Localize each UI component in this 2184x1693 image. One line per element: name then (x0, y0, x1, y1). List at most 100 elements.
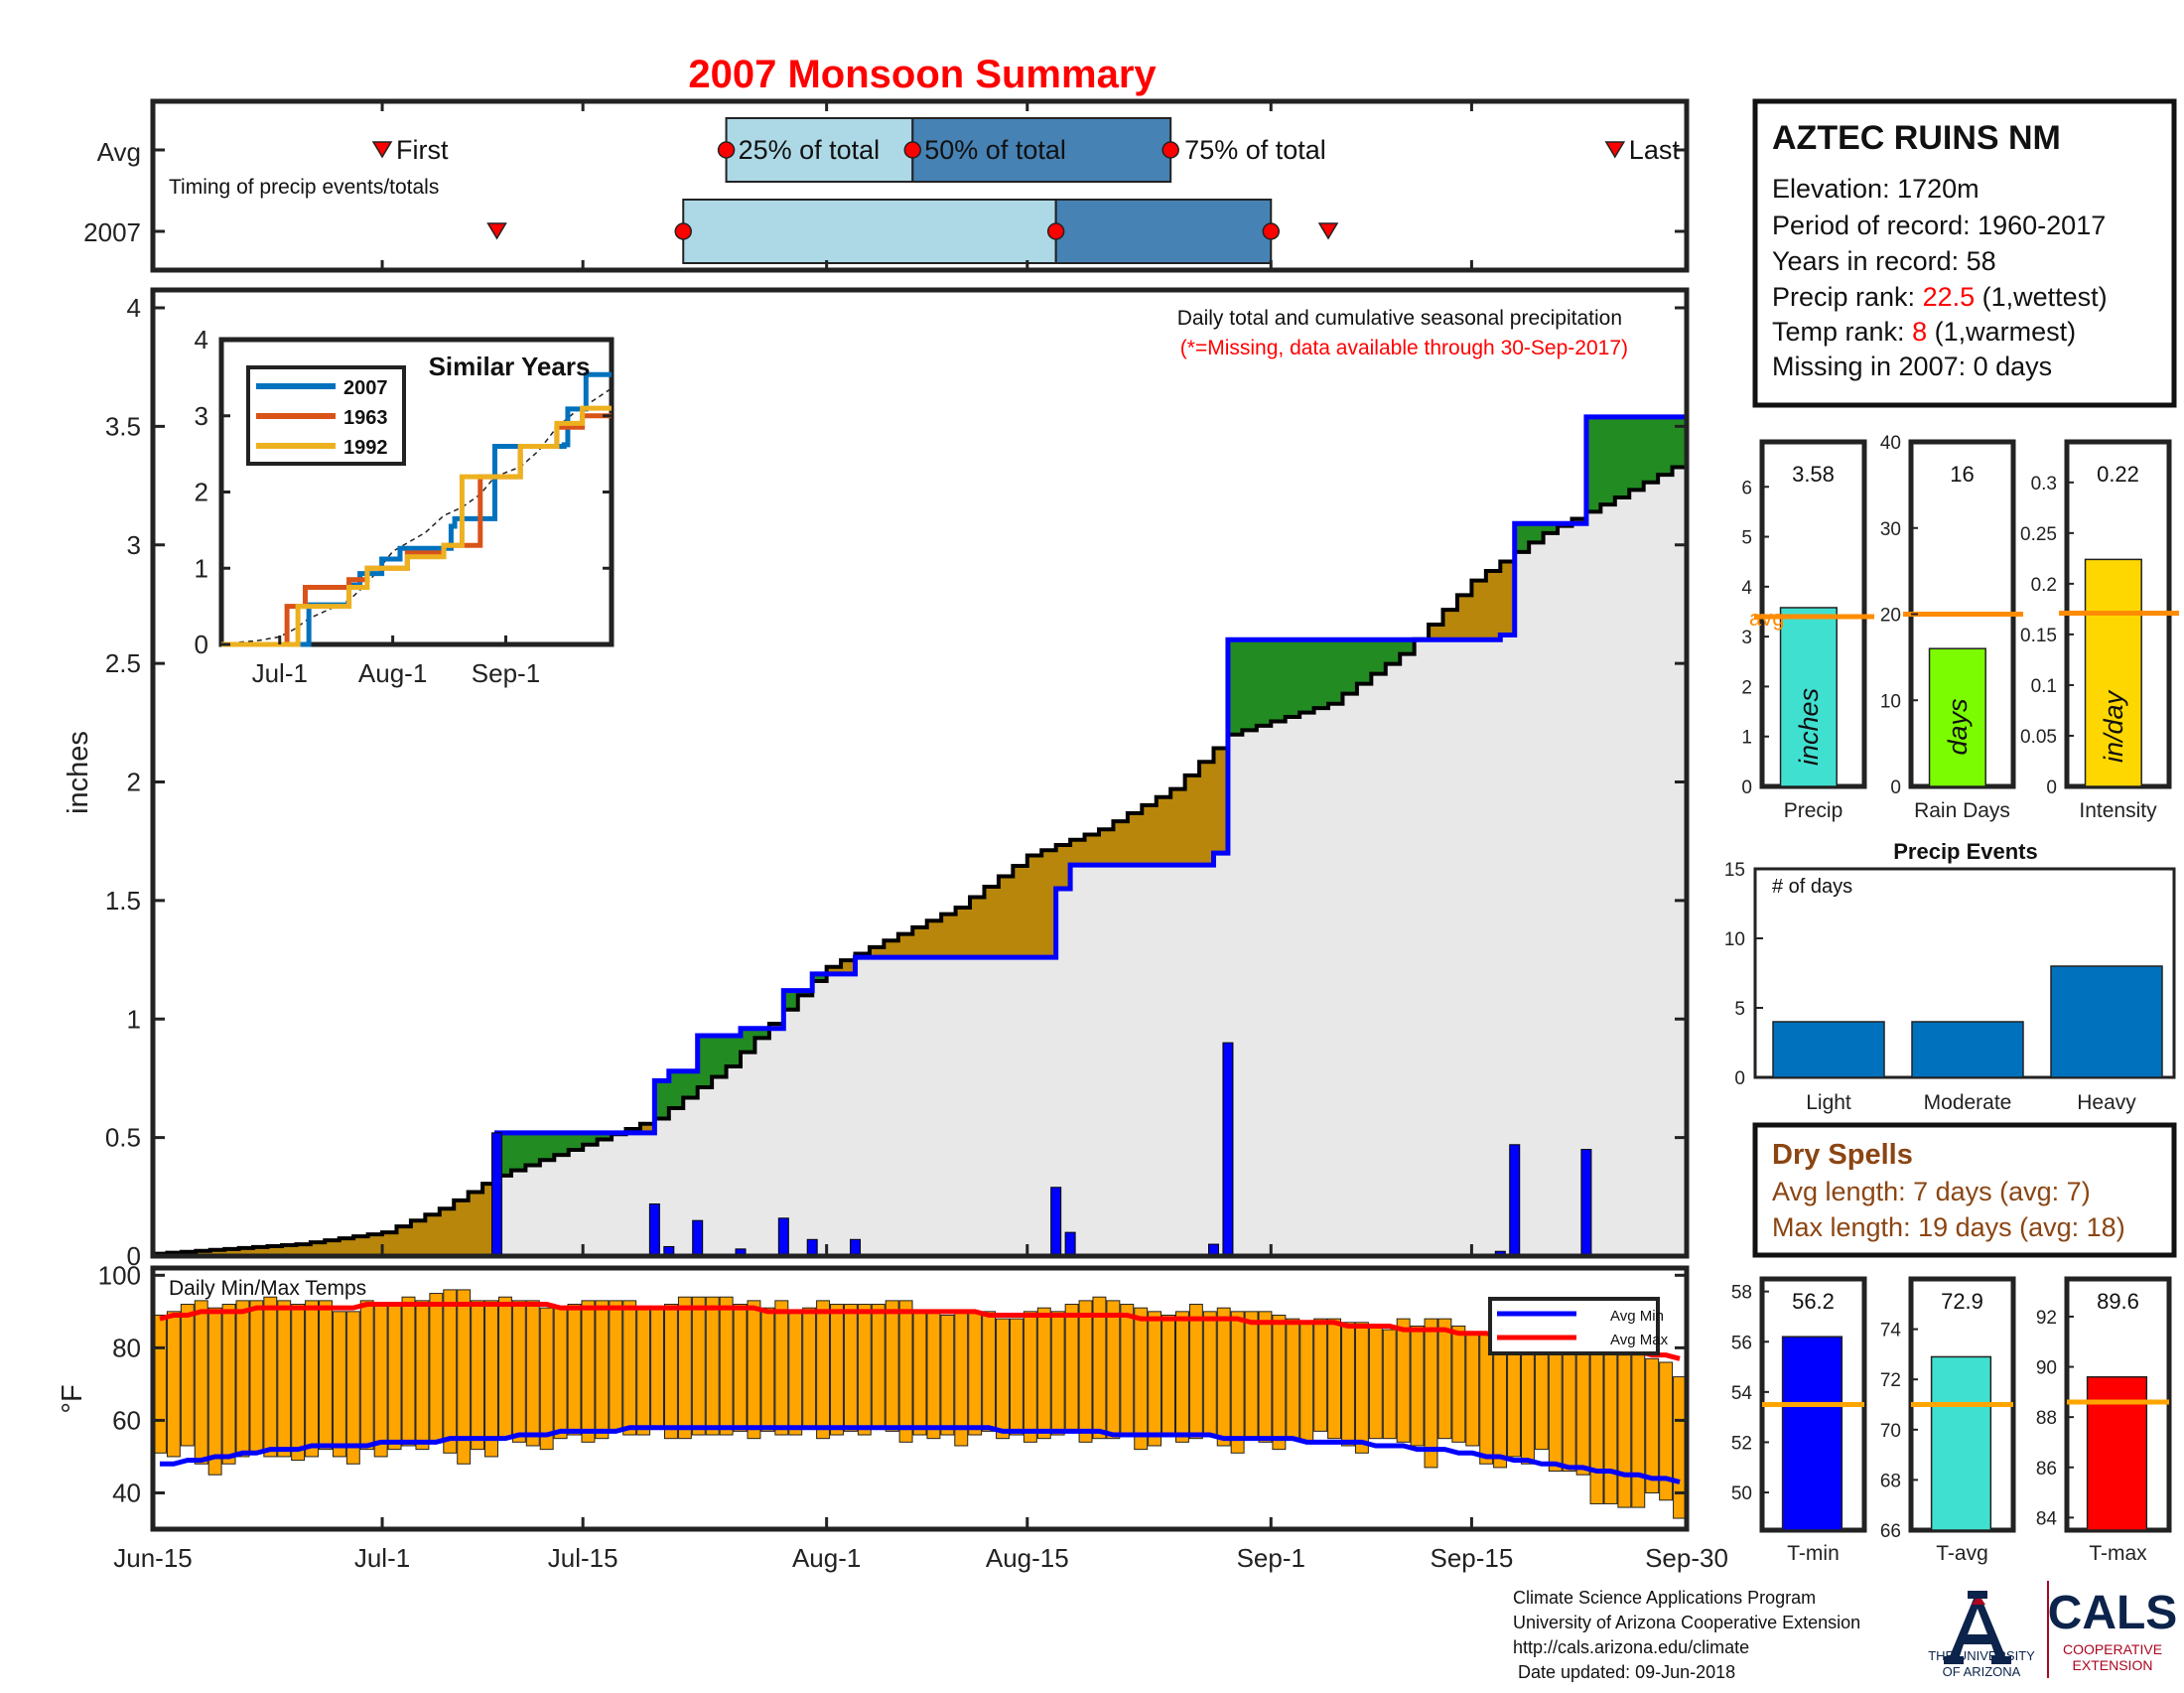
daily-temp-bar (968, 1311, 983, 1436)
inset-avg-dashed-line (220, 387, 613, 644)
main-y-tick-label: 3.5 (105, 411, 141, 441)
daily-temp-bar (332, 1311, 346, 1458)
daily-temp-bar (1050, 1311, 1065, 1436)
daily-temp-bar (1313, 1318, 1328, 1432)
deficit-fill-segment (396, 1226, 412, 1256)
ua-block-a-inner-icon (1972, 1599, 1985, 1605)
timing-2007-quantile-dot-1 (1046, 222, 1065, 240)
inset-y-tick-label: 2 (195, 478, 208, 507)
daily-temp-bar (1645, 1357, 1660, 1493)
daily-temp-bar (443, 1289, 458, 1454)
summary-y-tick-label: 0 (2046, 777, 2057, 798)
daily-temp-bar (525, 1300, 540, 1447)
x-tick-label: Jul-1 (354, 1543, 410, 1573)
inset-x-tick-label: Jul-1 (252, 658, 308, 688)
summary-unit-label: days (1943, 698, 1973, 755)
daily-precip-bar (806, 1238, 818, 1257)
deficit-fill-segment (310, 1242, 326, 1256)
deficit-fill-segment (1471, 580, 1487, 640)
daily-temp-bar (373, 1304, 388, 1458)
daily-temp-bar (291, 1304, 306, 1462)
daily-temp-bar (387, 1304, 402, 1451)
surplus-fill-segment (654, 1080, 670, 1119)
daily-temp-bar (166, 1311, 181, 1458)
daily-temp-bar (1148, 1311, 1162, 1447)
daily-temp-bar (263, 1296, 278, 1458)
daily-temp-bar (1410, 1325, 1425, 1447)
main-y-tick-label: 4 (127, 293, 141, 323)
temp-y-tick-label: 100 (98, 1260, 141, 1290)
precip-events-ylabel-note: # of days (1772, 876, 1852, 898)
daily-temp-bar (1078, 1300, 1093, 1443)
daily-temp-bar (733, 1304, 748, 1432)
summary-y-tick-label: 40 (1880, 433, 1901, 454)
inset-legend-label-1992: 1992 (343, 437, 388, 459)
temp-summary-y-tick-label: 68 (1880, 1471, 1901, 1491)
daily-temp-bar (345, 1311, 360, 1465)
deficit-fill-segment (1170, 788, 1186, 866)
surplus-fill-segment (1529, 523, 1545, 543)
summary-y-tick-label: 6 (1741, 478, 1752, 498)
temp-summary-panel-label: T-min (1787, 1542, 1840, 1565)
summary-panel-label: Rain Days (1914, 799, 2010, 822)
deficit-fill-segment (1041, 850, 1057, 958)
timing-2007-last-marker-icon (1317, 222, 1339, 240)
surplus-fill-segment (1356, 639, 1372, 684)
daily-temp-bar (650, 1307, 664, 1429)
deficit-fill-segment (1013, 866, 1028, 958)
station-elevation: Elevation: 1720m (1772, 174, 1979, 204)
timing-2007-q25-q50-box (682, 199, 1057, 264)
deficit-fill-segment (998, 876, 1014, 958)
daily-temp-bar (429, 1293, 444, 1443)
temp-summary-y-tick-label: 52 (1731, 1433, 1752, 1454)
summary-y-tick-label: 0.15 (2020, 626, 2057, 646)
timing-label-q50: 50% of total (924, 135, 1066, 165)
station-missing: Missing in 2007: 0 days (1772, 352, 2052, 381)
summary-value-label: 16 (1950, 462, 1974, 487)
daily-temp-bar (1202, 1311, 1217, 1436)
deficit-fill-segment (1442, 610, 1458, 640)
daily-temp-bar (1548, 1336, 1563, 1473)
surplus-fill-segment (1614, 416, 1630, 497)
daily-temp-bar (1244, 1311, 1259, 1440)
station-temp-rank: Temp rank: 8 (1,warmest) (1772, 317, 2076, 347)
deficit-fill-segment (367, 1234, 383, 1256)
footer-credits: Climate Science Applications Program Uni… (1513, 1588, 1860, 1682)
timing-panel: Avg 2007 Timing of precip events/totals … (83, 98, 1690, 273)
deficit-fill-segment (353, 1236, 369, 1256)
daily-temp-bar (1092, 1296, 1107, 1440)
daily-temp-bar (857, 1304, 872, 1436)
daily-temp-bar (871, 1304, 886, 1429)
daily-temp-bar (581, 1300, 596, 1443)
timing-label-last: Last (1629, 135, 1681, 165)
daily-temp-bar (1258, 1311, 1273, 1443)
deficit-fill-segment (841, 960, 857, 974)
deficit-fill-segment (296, 1244, 312, 1256)
deficit-fill-segment (970, 897, 986, 958)
events-y-tick-label: 10 (1724, 929, 1745, 950)
deficit-fill-segment (1156, 796, 1171, 866)
event-bar-light (1772, 1021, 1885, 1078)
inset-y-tick-label: 1 (195, 553, 208, 583)
deficit-fill-segment (238, 1247, 254, 1256)
surplus-fill-segment (1629, 416, 1645, 491)
temp-summary-y-tick-label: 56 (1731, 1333, 1752, 1353)
summary-panel-label: Precip (1784, 799, 1843, 822)
inset-x-tick-label: Sep-1 (472, 658, 540, 688)
timing-label-q25: 25% of total (739, 135, 881, 165)
daily-temp-bar (1286, 1318, 1300, 1440)
temp-summary-panels: 56.2 T-min 50 52 54 56 58 72.9 T-avg 66 68 70 72 74 89… (1731, 1276, 2172, 1565)
surplus-fill-segment (1514, 523, 1530, 552)
summary-unit-label: in/day (2099, 689, 2128, 763)
surplus-fill-segment (525, 1132, 541, 1166)
timing-avg-quantile-dot-2 (1161, 141, 1179, 159)
temp-summary-y-tick-label: 72 (1880, 1370, 1901, 1391)
temp-y-tick-label: 80 (112, 1333, 141, 1362)
surplus-fill-segment (1400, 639, 1416, 654)
daily-temp-bar (609, 1300, 623, 1432)
temp-summary-panel-label: T-max (2089, 1542, 2147, 1565)
deficit-fill-segment (425, 1214, 441, 1256)
surplus-fill-segment (1271, 639, 1287, 722)
temp-summary-y-tick-label: 86 (2036, 1459, 2057, 1480)
daily-precip-bar (777, 1217, 789, 1257)
